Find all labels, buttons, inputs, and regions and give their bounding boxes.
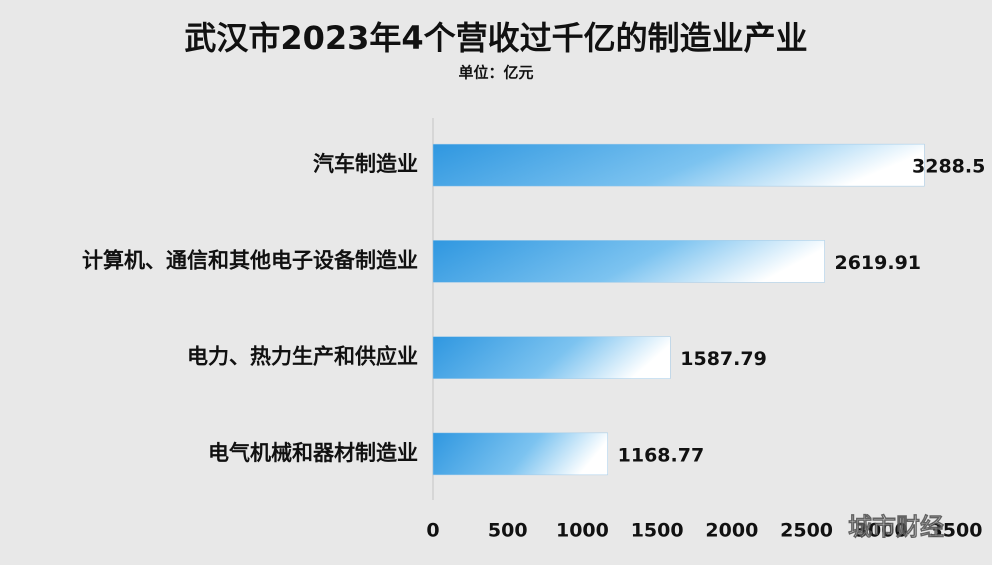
- chart-title: 武汉市2023年4个营收过千亿的制造业产业: [184, 19, 807, 57]
- watermark: 城市财经: [848, 513, 944, 541]
- bar: [432, 336, 671, 379]
- x-tick-label: 3500: [930, 520, 983, 542]
- x-tick-label: 1500: [631, 520, 684, 542]
- x-tick-label: 3000: [855, 520, 908, 542]
- x-tick-label: 0: [426, 520, 439, 542]
- y-tick-label: 汽车制造业: [313, 152, 418, 176]
- y-tick-label: 计算机、通信和其他电子设备制造业: [82, 248, 418, 272]
- bar: [432, 143, 925, 187]
- chart-subtitle: 单位：亿元: [458, 64, 533, 82]
- x-tick-label: 500: [488, 520, 528, 542]
- value-label: 1168.77: [618, 444, 705, 466]
- value-label: 1587.79: [680, 348, 767, 370]
- x-tick-label: 2500: [780, 520, 833, 542]
- bar: [432, 432, 608, 476]
- y-tick-label: 电力、热力生产和供应业: [187, 345, 418, 369]
- value-label: 3288.5: [912, 156, 985, 178]
- y-tick-label: 电气机械和器材制造业: [208, 441, 418, 465]
- x-tick-label: 1000: [556, 520, 609, 542]
- x-tick-label: 2000: [705, 520, 758, 542]
- value-label: 2619.91: [834, 252, 921, 274]
- bar: [432, 240, 825, 283]
